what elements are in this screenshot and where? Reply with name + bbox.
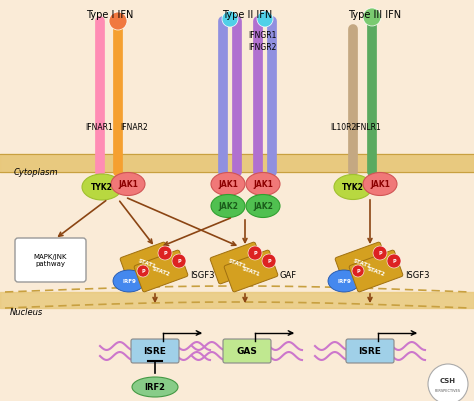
- Ellipse shape: [363, 9, 381, 27]
- Text: STAT1: STAT1: [241, 266, 261, 277]
- FancyBboxPatch shape: [131, 339, 179, 363]
- FancyBboxPatch shape: [349, 251, 403, 292]
- Text: IFNLR1: IFNLR1: [354, 123, 381, 132]
- Text: P: P: [356, 269, 360, 274]
- Text: JAK1: JAK1: [253, 180, 273, 189]
- Text: ISRE: ISRE: [358, 346, 382, 356]
- FancyBboxPatch shape: [134, 251, 188, 292]
- Text: P: P: [141, 269, 145, 274]
- Ellipse shape: [132, 377, 178, 397]
- Ellipse shape: [222, 12, 238, 28]
- Circle shape: [137, 265, 149, 277]
- Circle shape: [158, 246, 172, 260]
- Circle shape: [352, 265, 364, 277]
- Ellipse shape: [257, 12, 273, 28]
- Ellipse shape: [328, 270, 360, 292]
- FancyBboxPatch shape: [120, 243, 174, 284]
- Text: Nucleus: Nucleus: [10, 307, 43, 316]
- Text: ISRE: ISRE: [144, 346, 166, 356]
- Text: MAPK/JNK
pathway: MAPK/JNK pathway: [33, 254, 67, 267]
- Ellipse shape: [82, 174, 122, 200]
- Ellipse shape: [109, 13, 127, 31]
- Text: Type I IFN: Type I IFN: [86, 10, 134, 20]
- Text: IFNGR2: IFNGR2: [248, 43, 276, 51]
- Circle shape: [428, 364, 468, 401]
- Ellipse shape: [211, 195, 245, 218]
- Text: IFNAR1: IFNAR1: [85, 123, 113, 132]
- Text: STAT1: STAT1: [228, 258, 246, 269]
- Text: P: P: [253, 251, 257, 256]
- Text: IRF9: IRF9: [122, 279, 136, 284]
- Text: TYK2: TYK2: [91, 183, 113, 192]
- FancyBboxPatch shape: [15, 239, 86, 282]
- Text: STAT2: STAT2: [366, 266, 386, 277]
- Text: Cytoplasm: Cytoplasm: [14, 168, 59, 176]
- FancyBboxPatch shape: [223, 339, 271, 363]
- Text: CSH: CSH: [440, 377, 456, 383]
- Circle shape: [248, 246, 262, 260]
- Text: IRF2: IRF2: [145, 383, 165, 391]
- Text: GAS: GAS: [237, 346, 257, 356]
- FancyBboxPatch shape: [224, 251, 278, 292]
- Text: P: P: [378, 251, 382, 256]
- Circle shape: [387, 254, 401, 268]
- Circle shape: [172, 254, 186, 268]
- Text: P: P: [177, 259, 181, 264]
- Text: IL10R2: IL10R2: [330, 123, 356, 132]
- Text: IFNAR2: IFNAR2: [120, 123, 148, 132]
- Text: P: P: [163, 251, 167, 256]
- Text: IFNGR1: IFNGR1: [248, 30, 276, 39]
- Text: PERSPECTIVES: PERSPECTIVES: [435, 388, 461, 392]
- Text: STAT1: STAT1: [352, 258, 372, 269]
- Text: P: P: [267, 259, 271, 264]
- Text: TYK2: TYK2: [342, 183, 364, 192]
- Circle shape: [373, 246, 387, 260]
- Circle shape: [262, 254, 276, 268]
- Ellipse shape: [211, 173, 245, 196]
- Ellipse shape: [334, 175, 372, 200]
- Text: IRF9: IRF9: [337, 279, 351, 284]
- Ellipse shape: [111, 173, 145, 196]
- Text: Type III IFN: Type III IFN: [348, 10, 401, 20]
- Text: STAT2: STAT2: [151, 266, 171, 277]
- FancyBboxPatch shape: [346, 339, 394, 363]
- Ellipse shape: [246, 173, 280, 196]
- Text: JAK2: JAK2: [253, 202, 273, 211]
- Text: STAT1: STAT1: [137, 258, 157, 269]
- Text: P: P: [392, 259, 396, 264]
- Text: ISGF3: ISGF3: [405, 271, 429, 280]
- Text: JAK1: JAK1: [370, 180, 390, 189]
- Text: JAK1: JAK1: [218, 180, 238, 189]
- Text: JAK1: JAK1: [118, 180, 138, 189]
- Text: GAF: GAF: [280, 271, 297, 280]
- FancyBboxPatch shape: [335, 243, 389, 284]
- Ellipse shape: [113, 270, 145, 292]
- Text: ISGF3: ISGF3: [190, 271, 215, 280]
- Text: Type II IFN: Type II IFN: [222, 10, 272, 20]
- Ellipse shape: [363, 173, 397, 196]
- FancyBboxPatch shape: [210, 243, 264, 284]
- Text: JAK2: JAK2: [218, 202, 238, 211]
- Ellipse shape: [246, 195, 280, 218]
